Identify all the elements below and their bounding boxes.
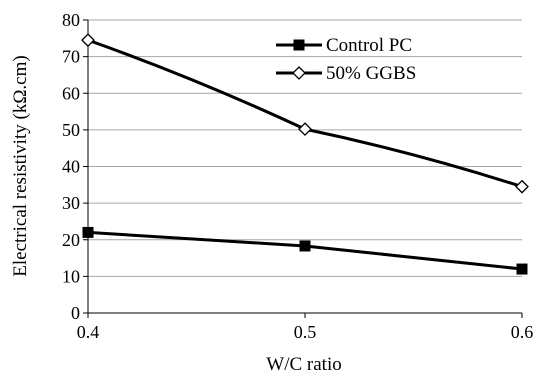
point-control-pc-0.6 bbox=[516, 263, 528, 275]
x-tick-label-0.6: 0.6 bbox=[511, 322, 534, 342]
y-tick-label-60: 60 bbox=[62, 83, 80, 103]
legend-label-50-ggbs: 50% GGBS bbox=[326, 63, 416, 84]
legend-marker-50-ggbs bbox=[292, 66, 306, 80]
y-tick-label-20: 20 bbox=[62, 230, 80, 250]
y-tick-label-50: 50 bbox=[62, 120, 80, 140]
point-50-ggbs-0.5 bbox=[298, 122, 312, 137]
series-line-50-ggbs bbox=[87, 38, 523, 189]
y-tick-label-10: 10 bbox=[62, 266, 80, 286]
y-tick-label-80: 80 bbox=[62, 10, 80, 30]
x-tick-label-0.5: 0.5 bbox=[294, 322, 317, 342]
y-tick-label-0: 0 bbox=[71, 303, 80, 323]
y-tick-labels: 0 10 20 30 40 50 60 70 80 bbox=[62, 10, 80, 323]
legend-label-control-pc: Control PC bbox=[326, 35, 412, 56]
y-axis-label: Electrical resistivity (kΩ.cm) bbox=[10, 55, 31, 276]
x-axis-label: W/C ratio bbox=[266, 354, 341, 375]
point-50-ggbs-0.6 bbox=[515, 179, 529, 194]
series-layer bbox=[81, 33, 529, 275]
point-control-pc-0.5 bbox=[299, 240, 311, 252]
legend-marker-control-pc bbox=[293, 39, 305, 51]
y-tick-label-40: 40 bbox=[62, 157, 80, 177]
x-tick-labels: 0.4 0.5 0.6 bbox=[77, 322, 534, 342]
y-tick-label-30: 30 bbox=[62, 193, 80, 213]
point-50-ggbs-0.4 bbox=[81, 33, 95, 48]
point-control-pc-0.4 bbox=[82, 226, 94, 238]
x-tick-label-0.4: 0.4 bbox=[77, 322, 100, 342]
y-tick-label-70: 70 bbox=[62, 47, 80, 67]
axes bbox=[83, 19, 523, 318]
legend: Control PC 50% GGBS bbox=[276, 35, 416, 84]
